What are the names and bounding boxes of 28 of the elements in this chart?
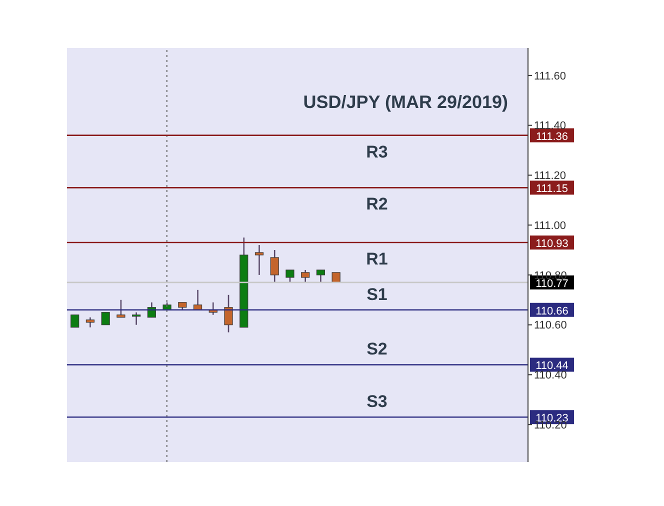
candlestick — [132, 312, 141, 326]
ref-line-label: S3 — [366, 392, 388, 412]
ref-line-label: R1 — [366, 250, 388, 269]
ref-line-label: R3 — [366, 142, 388, 162]
candlestick — [301, 269, 310, 284]
candlestick — [224, 294, 233, 333]
annotation: 111.15 — [536, 183, 568, 196]
candlestick — [101, 312, 110, 326]
candlestick — [286, 269, 294, 284]
y-tick-label: 110.40 — [534, 370, 567, 382]
annotation: 110.93 — [536, 238, 568, 250]
candlestick — [86, 316, 95, 328]
candlestick — [316, 269, 326, 284]
annotation: 111.36 — [536, 130, 568, 143]
ref-line-label: S1 — [366, 284, 388, 304]
annotation: 110.66 — [536, 305, 568, 318]
y-tick-label: 111.60 — [534, 70, 566, 82]
ref-line-label: S2 — [366, 340, 388, 359]
candlestick — [270, 249, 279, 284]
candlestick — [116, 299, 126, 318]
text: USD/JPY (MAR 29/2019) — [303, 92, 508, 113]
y-tick-label: 111.00 — [534, 220, 566, 232]
annotation: 110.44 — [536, 360, 568, 372]
ref-line-label: R2 — [366, 194, 388, 214]
candlestick — [254, 244, 264, 276]
candlestick — [70, 314, 80, 328]
y-tick-label: 110.60 — [534, 320, 567, 332]
y-tick-label: 111.20 — [534, 170, 566, 182]
